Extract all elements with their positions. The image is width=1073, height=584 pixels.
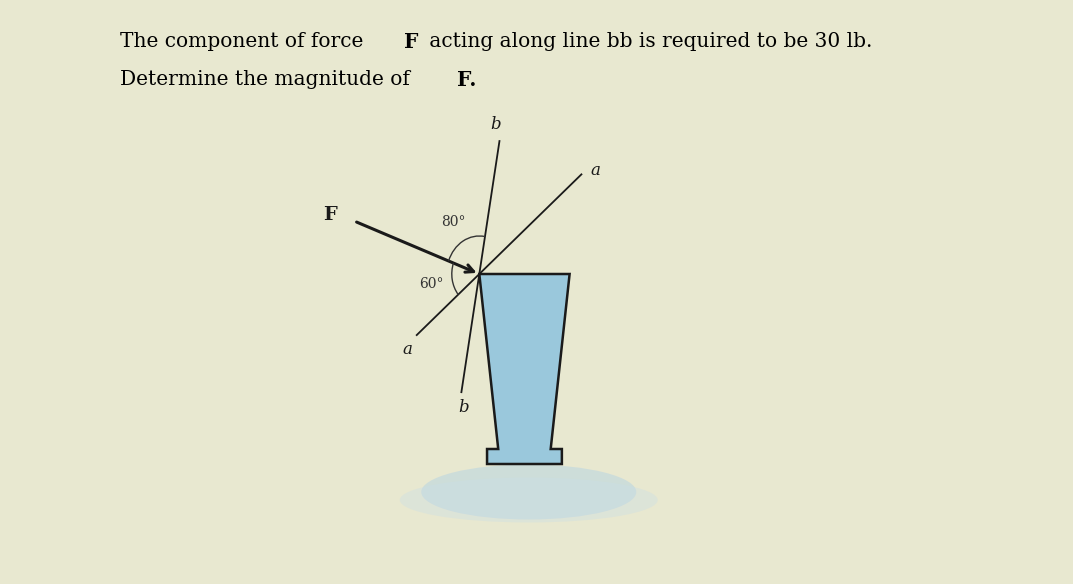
Text: a: a xyxy=(402,341,412,358)
Text: F: F xyxy=(323,206,337,224)
Text: The component of force: The component of force xyxy=(120,32,369,51)
Text: a: a xyxy=(590,162,600,179)
Text: F.: F. xyxy=(457,70,476,90)
Text: b: b xyxy=(490,116,501,133)
Text: F: F xyxy=(405,32,418,52)
Text: 80°: 80° xyxy=(441,215,466,229)
Text: 60°: 60° xyxy=(418,277,443,291)
Text: Determine the magnitude of: Determine the magnitude of xyxy=(120,70,416,89)
Text: acting along line bb is required to be 30 lb.: acting along line bb is required to be 3… xyxy=(423,32,872,51)
Ellipse shape xyxy=(400,478,658,523)
Ellipse shape xyxy=(422,464,636,520)
Text: b: b xyxy=(458,399,469,416)
Polygon shape xyxy=(480,274,570,464)
